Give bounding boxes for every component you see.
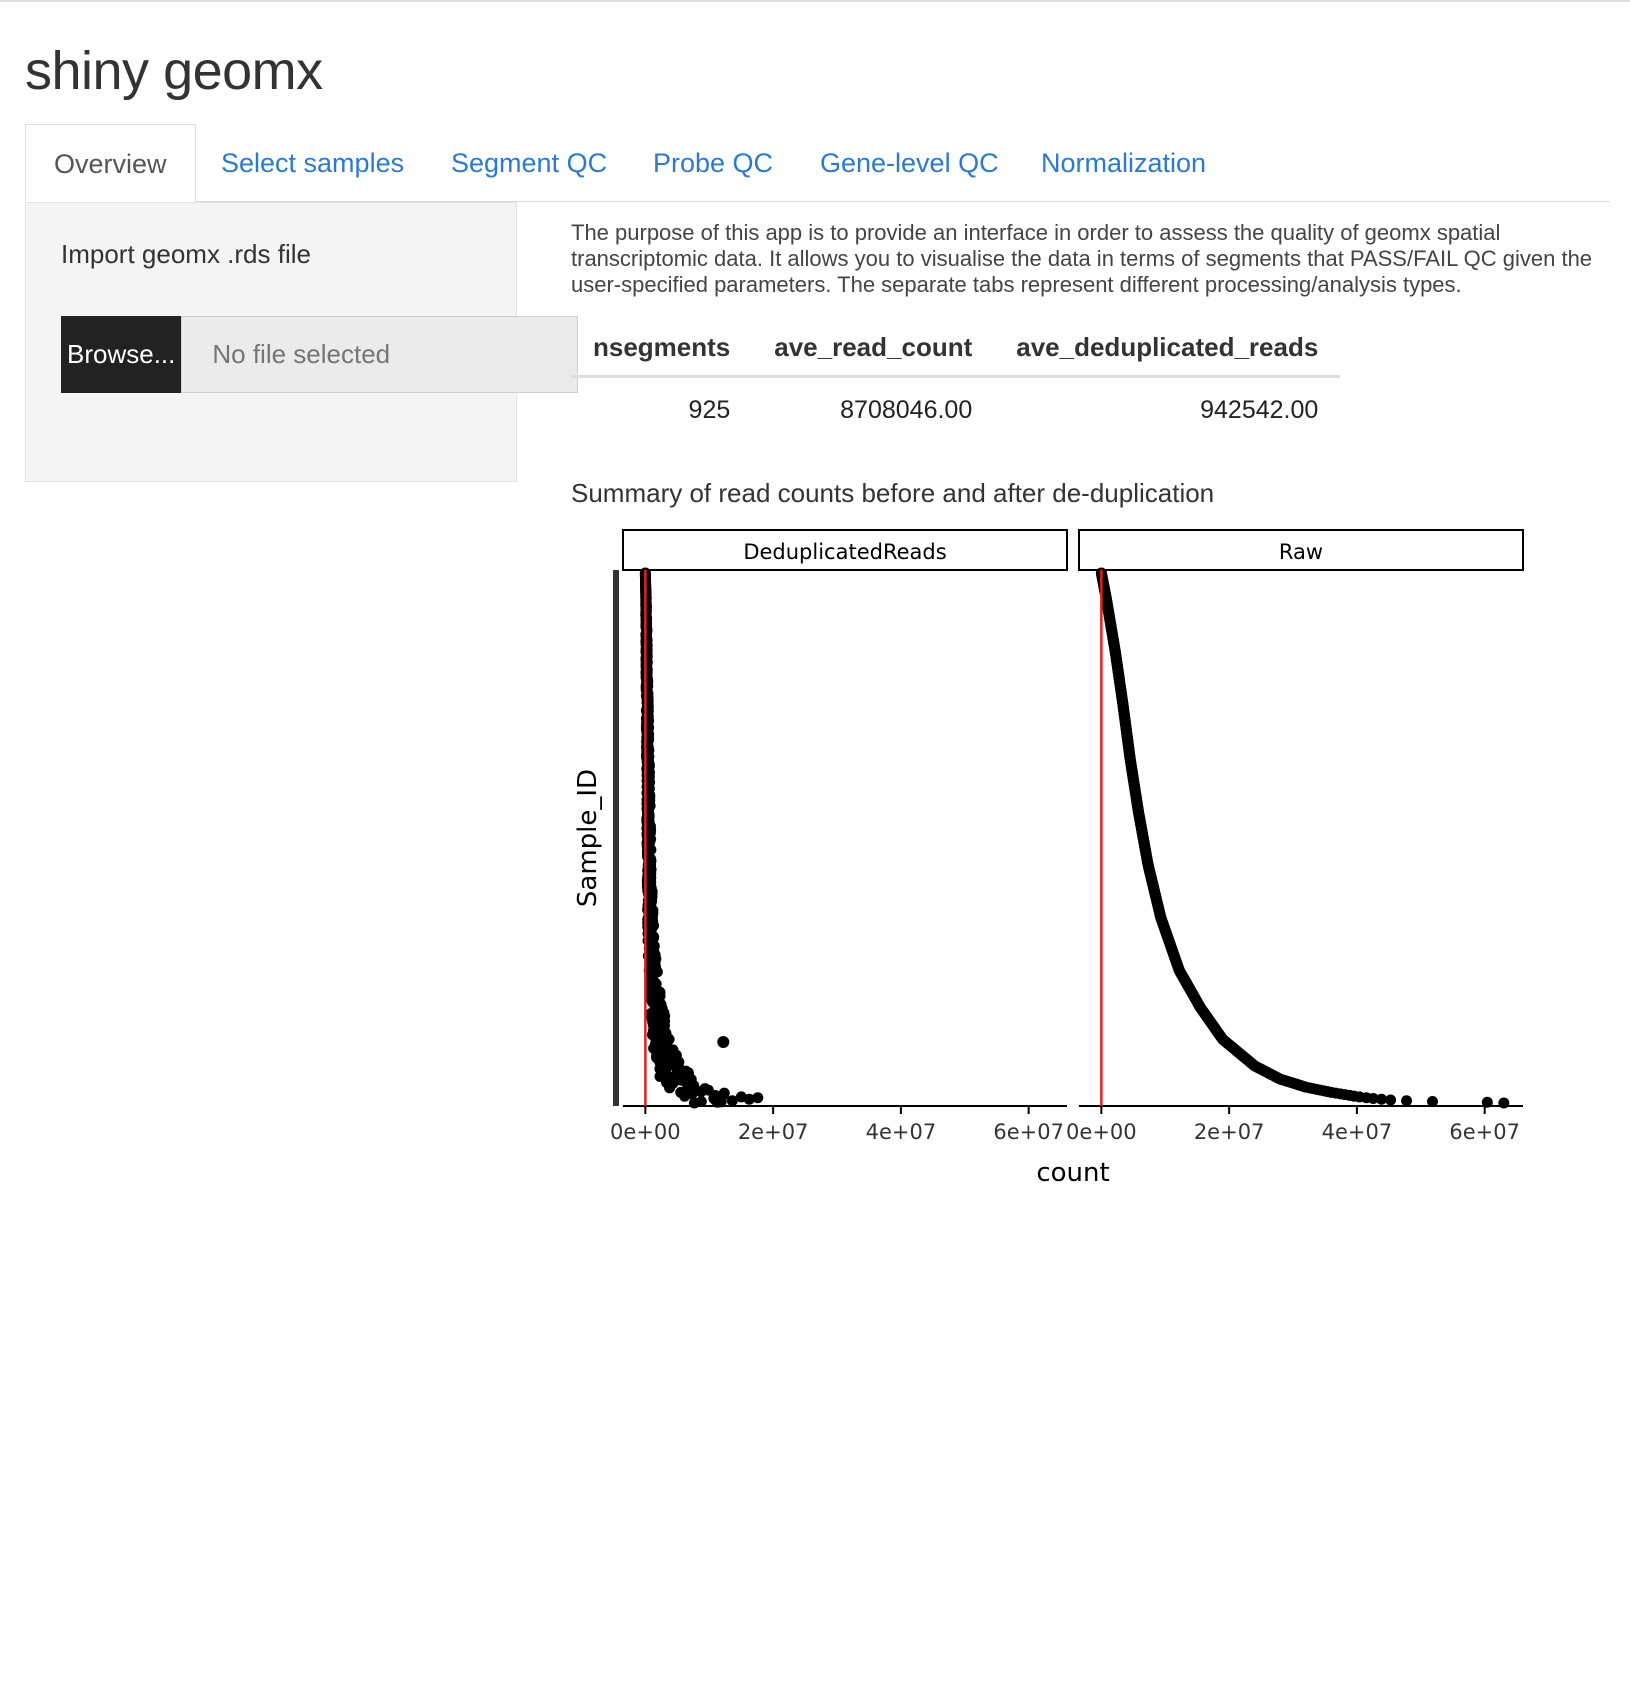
x-tick-label: 6e+07 <box>993 1120 1064 1144</box>
facet-label: Raw <box>1279 540 1323 564</box>
data-point <box>726 1095 738 1107</box>
data-point <box>1481 1096 1493 1108</box>
column-header: ave_read_count <box>752 324 995 378</box>
sidebar-panel: Import geomx .rds file Browse... <box>25 202 579 482</box>
data-point <box>1426 1095 1438 1107</box>
data-point <box>664 1082 676 1094</box>
column-header: ave_deduplicated_reads <box>994 324 1341 378</box>
plot-title: Summary of read counts before and after … <box>571 478 1215 508</box>
tab-probe-qc[interactable]: Probe QC <box>653 148 774 178</box>
x-tick-label: 2e+07 <box>738 1120 809 1144</box>
table-row: 925 8708046.00 942542.00 <box>571 377 1340 432</box>
data-point <box>679 1090 691 1102</box>
file-name-field[interactable] <box>181 316 579 393</box>
x-tick-label: 6e+07 <box>1449 1120 1520 1144</box>
y-axis-ticks <box>613 570 619 1106</box>
x-axis-label: count <box>1036 1158 1109 1188</box>
outlier-point <box>714 1095 727 1108</box>
table-cell: 942542.00 <box>1200 396 1319 424</box>
data-point <box>1401 1095 1413 1107</box>
data-point <box>1375 1093 1387 1105</box>
x-tick-label: 4e+07 <box>866 1120 937 1144</box>
facet-strip <box>622 529 1068 571</box>
table-header-row: nsegments ave_read_count ave_deduplicate… <box>571 324 1341 378</box>
x-tick-label: 0e+00 <box>610 1120 681 1144</box>
x-tick-label: 4e+07 <box>1322 1120 1393 1144</box>
file-upload: Browse... <box>61 316 579 393</box>
upload-label: Import geomx .rds file <box>61 239 311 269</box>
data-point <box>752 1092 764 1104</box>
data-point <box>1367 1092 1379 1104</box>
app-description: The purpose of this app is to provide an… <box>571 220 1593 297</box>
tab-overview[interactable]: Overview <box>25 124 196 203</box>
facet-strip <box>1078 529 1524 571</box>
tab-normalization[interactable]: Normalization <box>1041 148 1207 178</box>
x-tick-label: 0e+00 <box>1066 1120 1137 1144</box>
data-point <box>1498 1097 1510 1109</box>
data-point <box>695 1086 707 1098</box>
x-tick-label: 2e+07 <box>1194 1120 1265 1144</box>
browse-button[interactable]: Browse... <box>61 316 182 393</box>
column-header: nsegments <box>571 324 753 378</box>
table-cell: 925 <box>688 396 731 424</box>
tab-gene-level-qc[interactable]: Gene-level QC <box>820 148 999 178</box>
tab-bar: Overview Select samples Segment QC Probe… <box>25 124 1610 203</box>
outlier-point <box>717 1036 730 1049</box>
table-cell: 8708046.00 <box>840 396 973 424</box>
y-axis-label: Sample_ID <box>573 769 603 907</box>
app-title: shiny geomx <box>25 41 323 101</box>
facet-label: DeduplicatedReads <box>743 540 946 564</box>
data-point <box>688 1097 700 1109</box>
data-point <box>743 1093 755 1105</box>
tab-segment-qc[interactable]: Segment QC <box>451 148 608 178</box>
summary-table: nsegments ave_read_count ave_deduplicate… <box>571 324 1341 432</box>
data-point <box>1385 1094 1397 1106</box>
read-count-chart: Sample_ID DeduplicatedReads 0e+00 2e+07 4e+0… <box>573 529 1524 1188</box>
tab-select-samples[interactable]: Select samples <box>221 148 405 178</box>
